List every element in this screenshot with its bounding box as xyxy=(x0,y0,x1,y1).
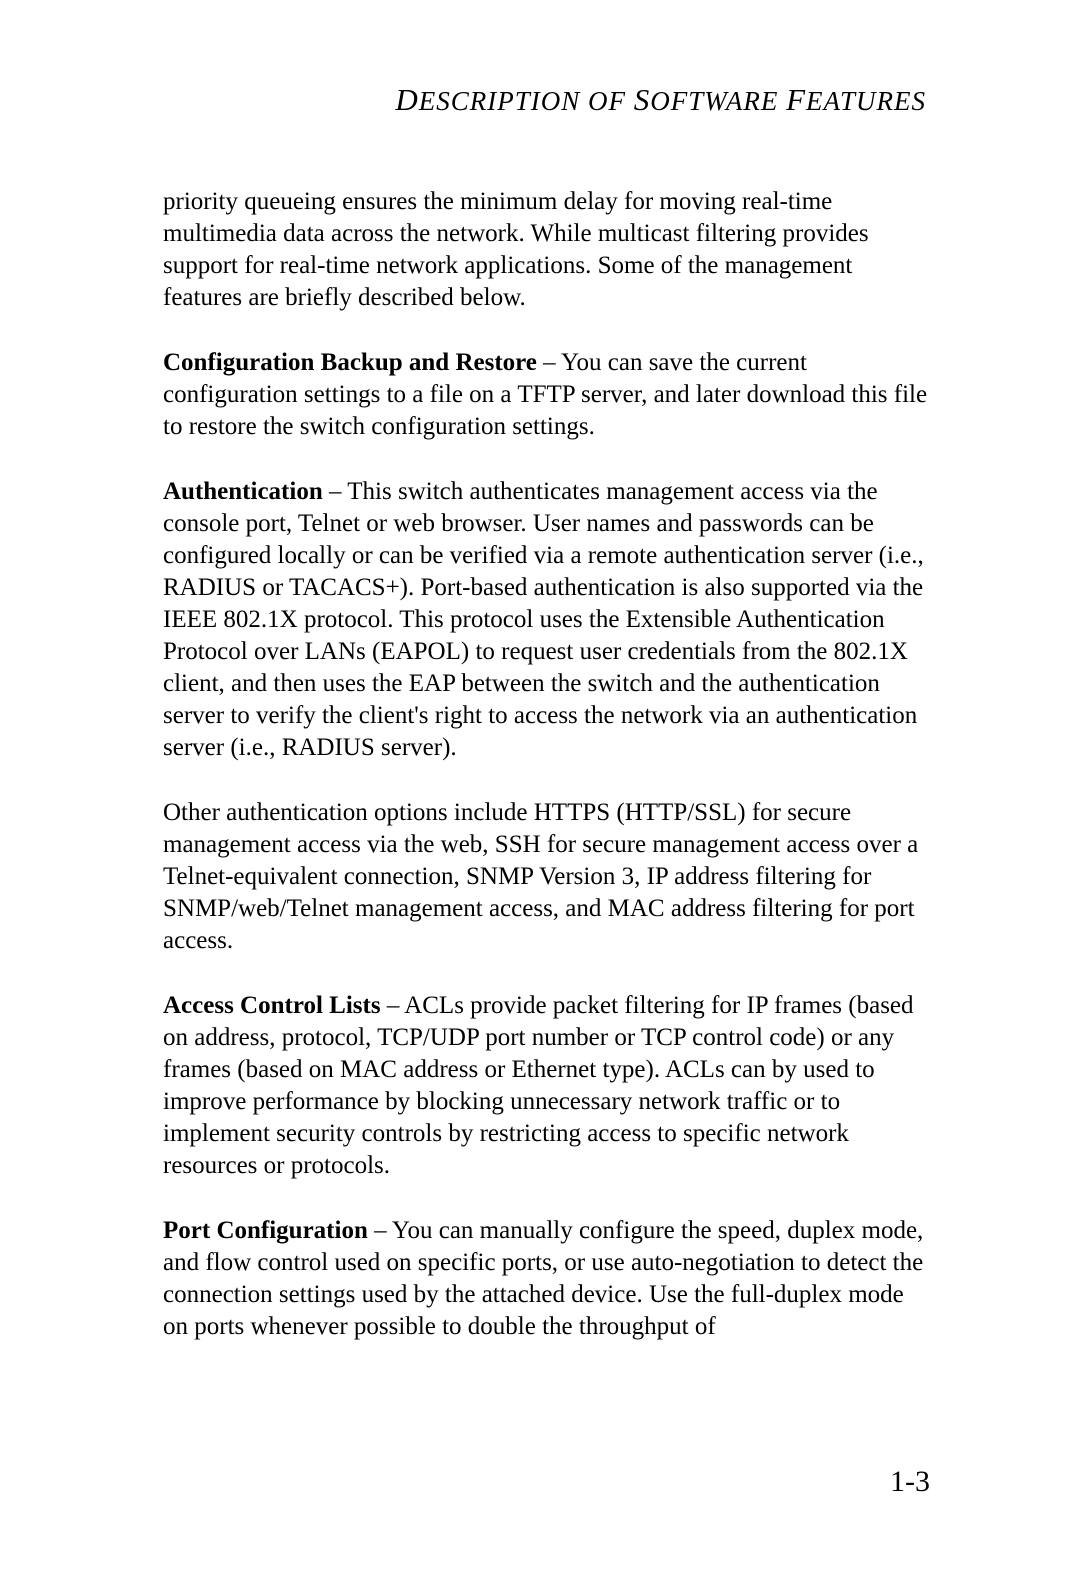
paragraph: Authentication – This switch authenticat… xyxy=(163,476,930,764)
paragraph: priority queueing ensures the minimum de… xyxy=(163,186,930,314)
paragraph-heading: Port Configuration xyxy=(163,1217,368,1244)
paragraph-text: – ACLs provide packet filtering for IP f… xyxy=(163,992,914,1179)
paragraph-heading: Access Control Lists xyxy=(163,992,381,1019)
paragraph: Other authentication options include HTT… xyxy=(163,797,930,957)
paragraph: Port Configuration – You can manually co… xyxy=(163,1215,930,1343)
document-page: DESCRIPTION OF SOFTWARE FEATURES priorit… xyxy=(0,0,1080,1403)
paragraph-heading: Configuration Backup and Restore xyxy=(163,349,537,376)
paragraph-text: Other authentication options include HTT… xyxy=(163,799,918,954)
paragraph: Access Control Lists – ACLs provide pack… xyxy=(163,990,930,1182)
page-header: DESCRIPTION OF SOFTWARE FEATURES xyxy=(163,82,930,118)
paragraph-heading: Authentication xyxy=(163,478,323,505)
paragraph: Configuration Backup and Restore – You c… xyxy=(163,347,930,443)
paragraph-text: priority queueing ensures the minimum de… xyxy=(163,188,869,311)
page-number: 1-3 xyxy=(890,1465,930,1499)
paragraph-text: – This switch authenticates management a… xyxy=(163,478,924,761)
